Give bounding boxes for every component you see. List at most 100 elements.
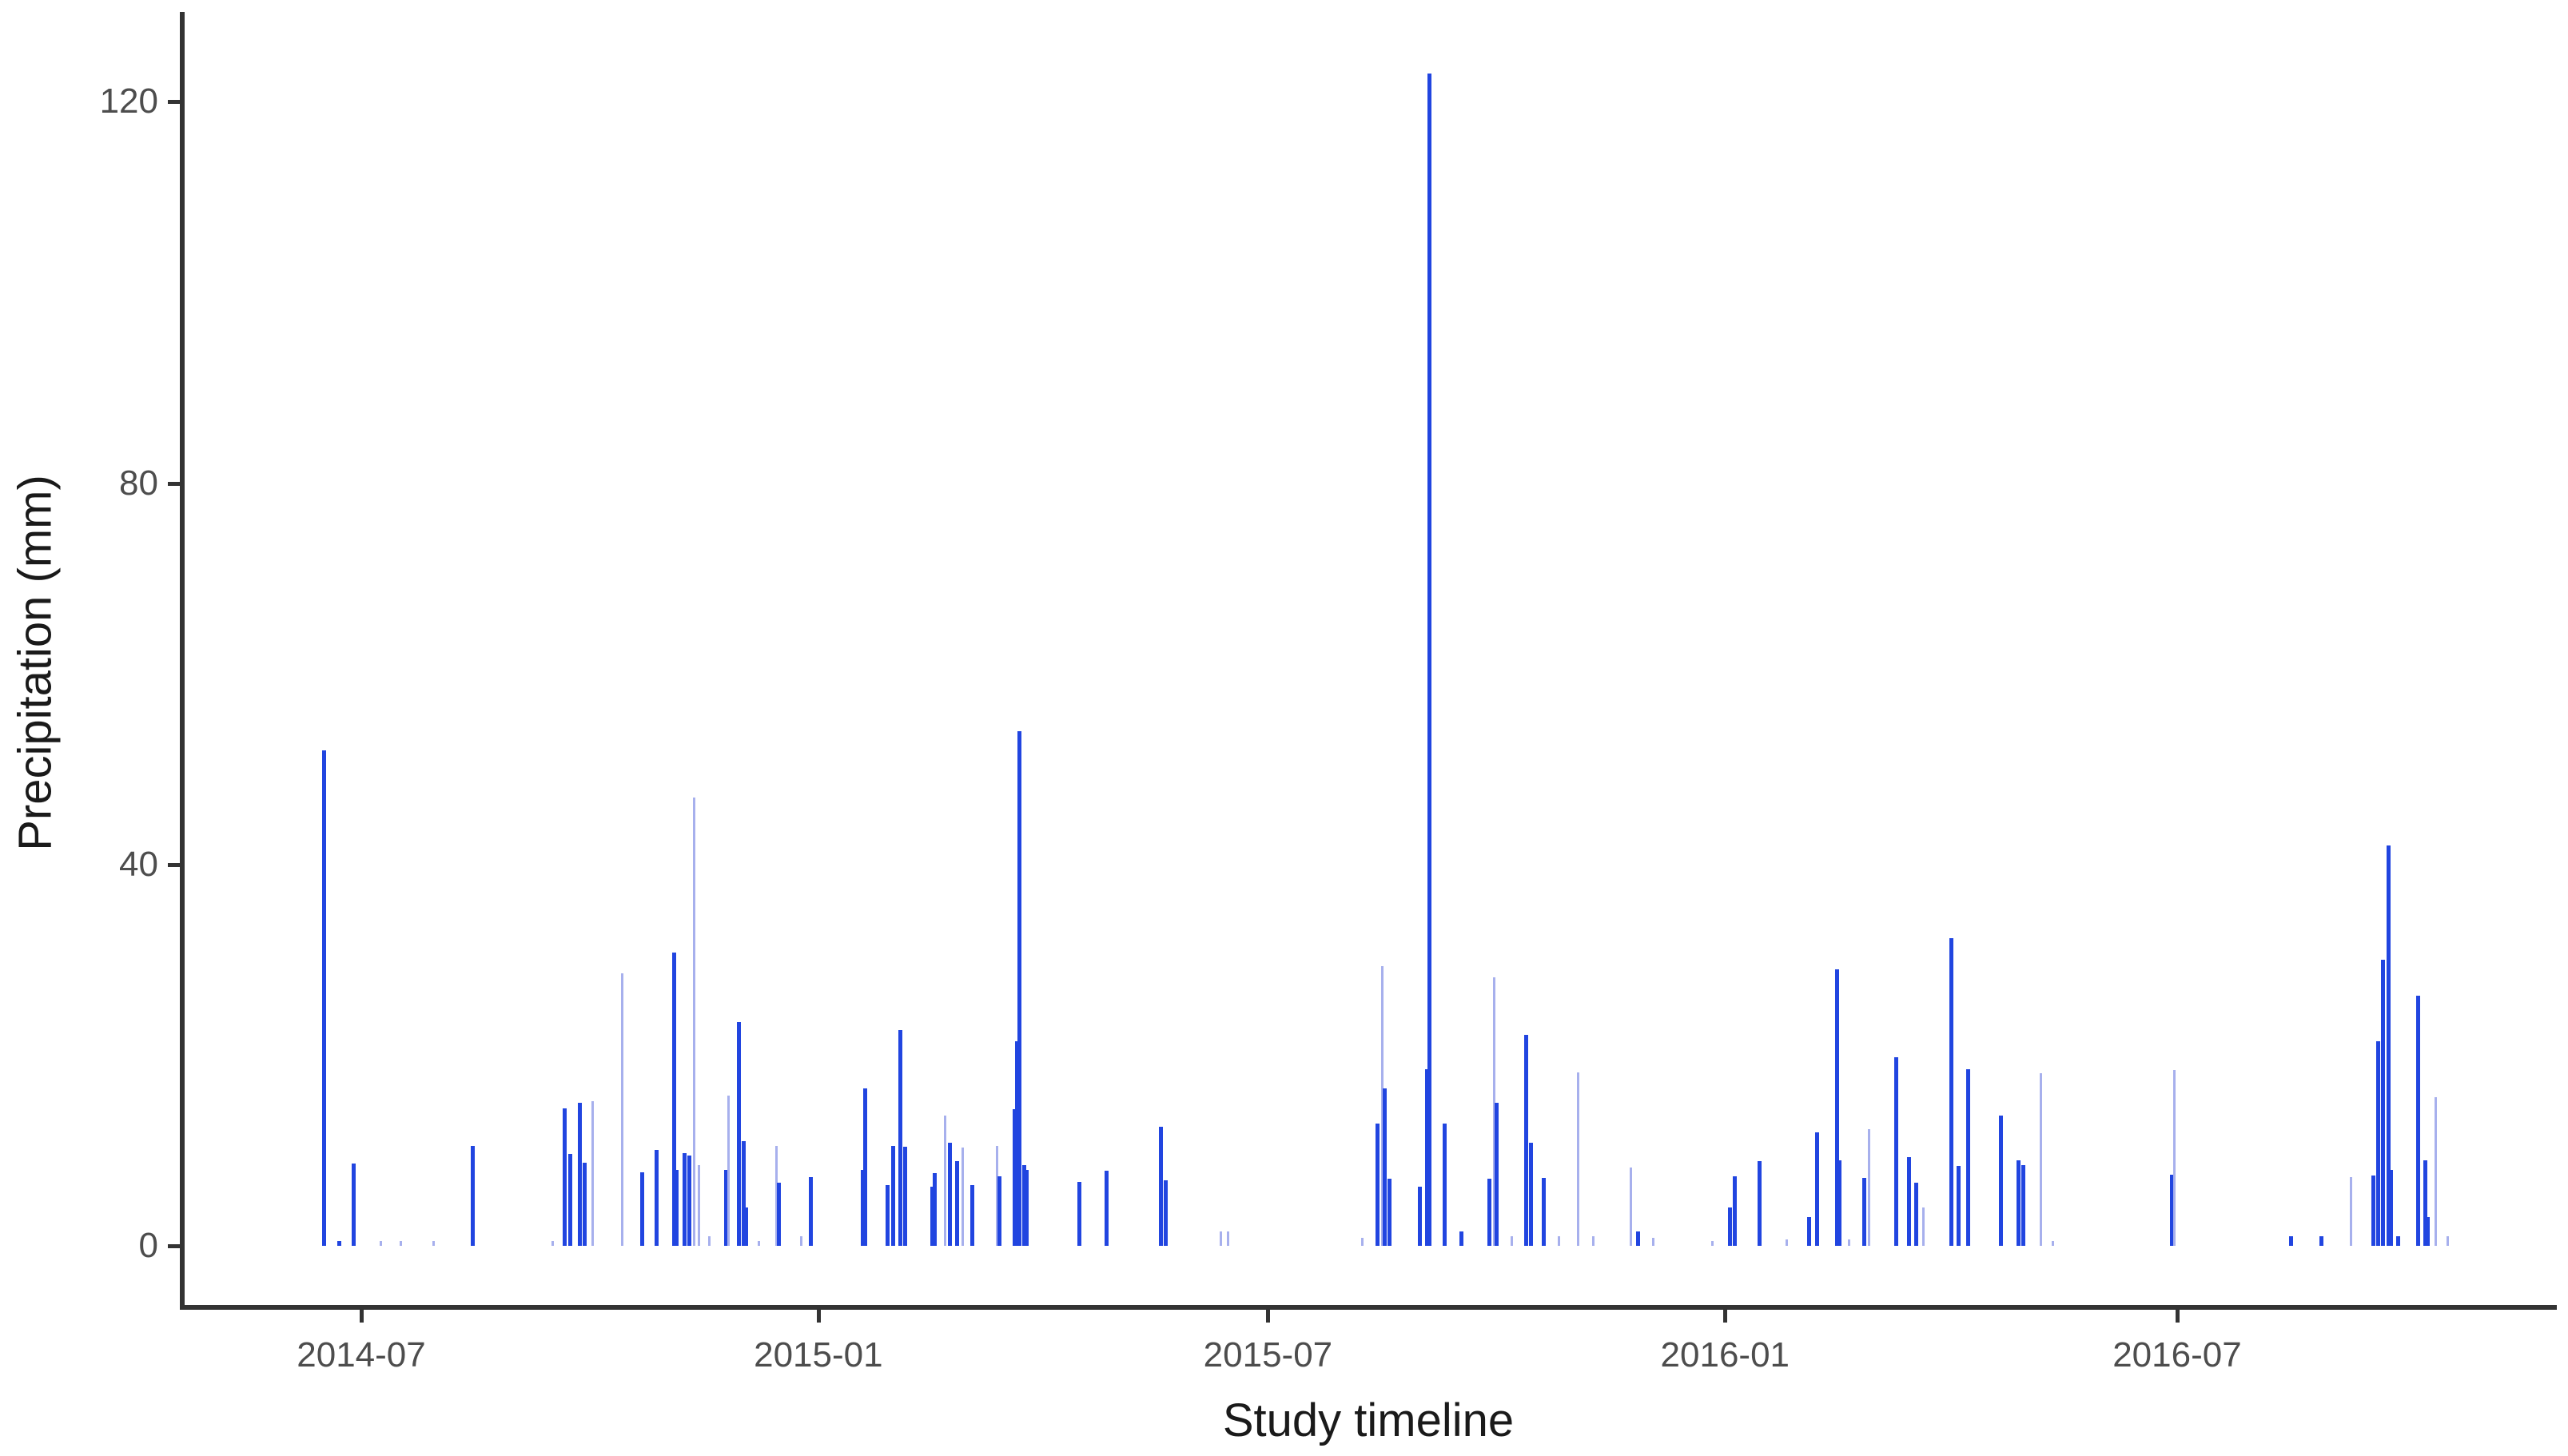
x-tick-mark <box>360 1310 364 1323</box>
precip-bar <box>471 1145 476 1246</box>
precip-bar <box>1424 1069 1429 1246</box>
precip-bar <box>682 1153 687 1246</box>
x-tick-label: 2015-01 <box>754 1335 883 1374</box>
y-tick-mark <box>168 1244 180 1248</box>
precip-bar <box>1592 1236 1595 1246</box>
precip-bar <box>948 1143 953 1246</box>
precip-bar <box>567 1154 572 1246</box>
precip-bar <box>1388 1179 1392 1246</box>
precip-bar <box>1733 1176 1738 1246</box>
precip-bar <box>563 1108 567 1246</box>
x-axis-line <box>180 1305 2557 1310</box>
precip-bar <box>707 1236 711 1246</box>
precip-bar <box>1459 1231 1464 1246</box>
precip-bar <box>1906 1157 1911 1246</box>
precip-bar <box>2021 1164 2025 1246</box>
precip-bar <box>1077 1182 1081 1246</box>
precip-bar <box>1025 1169 1029 1246</box>
y-axis-title: Precipitation (mm) <box>9 475 62 851</box>
precip-bar <box>809 1177 814 1246</box>
precip-bar <box>2371 1175 2375 1246</box>
precip-bar <box>799 1236 802 1246</box>
y-tick-mark <box>168 100 180 105</box>
precip-bar <box>1651 1238 1654 1246</box>
precip-bar <box>943 1115 946 1246</box>
precip-bar <box>687 1155 691 1246</box>
precip-bar <box>774 1145 778 1246</box>
precip-bar <box>1868 1129 1871 1246</box>
precip-bar <box>933 1173 938 1246</box>
precip-bar <box>2415 996 2420 1246</box>
precip-bar <box>1524 1035 1529 1246</box>
precip-bar <box>698 1164 701 1246</box>
x-tick-mark <box>1266 1310 1271 1323</box>
precip-bar <box>675 1169 679 1246</box>
y-tick-label: 0 <box>138 1226 158 1265</box>
x-tick-mark <box>816 1310 821 1323</box>
precip-bar <box>1164 1180 1169 1246</box>
precip-bar <box>1728 1207 1732 1246</box>
precip-bar <box>727 1095 731 1246</box>
precip-bar <box>1494 1103 1499 1246</box>
precip-bar <box>1487 1179 1491 1246</box>
precip-bar <box>1022 1164 1027 1246</box>
x-tick-mark <box>1723 1310 1728 1323</box>
precip-bar <box>2434 1096 2437 1246</box>
precip-bar <box>1380 966 1384 1246</box>
precip-bar <box>1922 1207 1925 1246</box>
precip-bar <box>1636 1231 1640 1246</box>
precip-bar <box>970 1184 975 1246</box>
precip-bar <box>1956 1165 1961 1246</box>
precip-bar <box>890 1145 895 1246</box>
precip-bar <box>1966 1069 1971 1246</box>
precip-bar <box>1510 1236 1513 1246</box>
precip-bar <box>776 1183 781 1246</box>
precip-bar <box>1998 1115 2003 1246</box>
precip-bar <box>930 1187 935 1246</box>
precip-bar <box>1814 1132 1819 1246</box>
precip-bar <box>432 1241 435 1246</box>
precip-bar <box>996 1145 999 1246</box>
precip-bar <box>1427 73 1431 1246</box>
y-tick-mark <box>168 862 180 867</box>
precip-bar <box>2173 1070 2176 1246</box>
precip-bar <box>2447 1236 2450 1246</box>
precip-bar <box>1834 969 1839 1246</box>
precip-bar <box>655 1149 659 1246</box>
precip-bar <box>692 798 695 1246</box>
precip-bar <box>336 1241 341 1246</box>
precip-bar <box>903 1146 908 1246</box>
precip-bar <box>1758 1160 1762 1246</box>
precip-bar <box>591 1100 594 1246</box>
precip-bar <box>1861 1178 1866 1246</box>
precip-bar <box>898 1030 902 1246</box>
precip-bar <box>1557 1236 1560 1246</box>
precip-bar <box>2396 1236 2401 1246</box>
precip-bar <box>2350 1177 2352 1246</box>
precip-bar <box>1894 1056 1899 1246</box>
x-axis-title: Study timeline <box>1222 1394 1515 1446</box>
precip-bar <box>736 1021 741 1246</box>
precip-bar <box>863 1088 868 1246</box>
precip-bar <box>1012 1109 1017 1246</box>
precip-bar <box>1914 1183 1919 1246</box>
x-tick-label: 2014-07 <box>297 1335 426 1374</box>
precip-bar <box>1417 1187 1422 1246</box>
precip-bar <box>861 1169 866 1246</box>
precip-bar <box>2388 1169 2393 1246</box>
precip-bar <box>1017 730 1022 1246</box>
precip-bar <box>1949 937 1953 1246</box>
precip-bar <box>744 1207 749 1246</box>
precip-bar <box>1629 1168 1632 1246</box>
precip-bar <box>1492 977 1495 1246</box>
precip-bar <box>1837 1160 1841 1246</box>
precip-bar <box>1375 1124 1380 1246</box>
precip-bar <box>2386 845 2391 1246</box>
precip-bar <box>1015 1040 1019 1246</box>
precip-bar <box>2016 1160 2021 1246</box>
precip-bar <box>757 1241 760 1246</box>
y-tick-label: 120 <box>99 82 158 121</box>
precip-bar <box>2376 1040 2381 1246</box>
precip-bar <box>1382 1088 1387 1246</box>
